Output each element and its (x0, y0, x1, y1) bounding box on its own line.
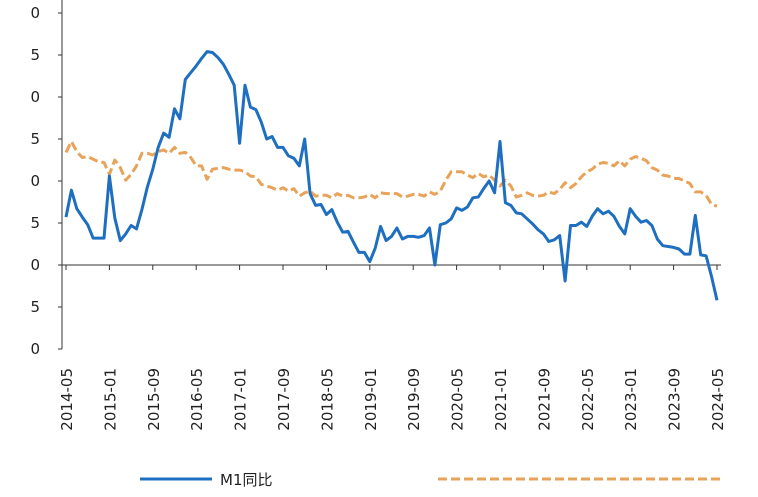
x-tick-label: 2014-05 (58, 368, 76, 431)
x-tick-label: 2019-01 (362, 368, 380, 431)
x-tick-label: 2019-09 (405, 368, 423, 431)
x-tick-label: 2024-05 (709, 368, 727, 431)
series-line (64, 140, 718, 208)
y-tick-label: -5 (25, 298, 40, 316)
legend-label: M1同比 (220, 471, 273, 489)
y-tick-label: -10 (16, 340, 41, 358)
x-tick-label: 2022-05 (579, 368, 597, 431)
x-tick-label: 2023-09 (666, 368, 684, 431)
y-tick-labels: -10 -5 0 5 10 15 20 25 30 (16, 4, 41, 358)
y-tick-label: 15 (21, 130, 40, 148)
x-tick-label: 2021-01 (492, 368, 510, 431)
y-tick-label: 0 (30, 256, 40, 274)
x-tick-label: 2015-01 (101, 368, 119, 431)
x-tick-label: 2017-09 (275, 368, 293, 431)
x-tick-label: 2021-09 (535, 368, 553, 431)
x-tick-label: 2020-05 (449, 368, 467, 431)
x-tick-label: 2015-09 (145, 368, 163, 431)
y-tick-label: 30 (21, 4, 40, 22)
x-tick-label: 2017-01 (232, 368, 250, 431)
x-tick-label: 2016-05 (188, 368, 206, 431)
y-tick-label: 5 (30, 214, 40, 232)
y-tick-label: 25 (21, 46, 40, 64)
series-line (64, 50, 719, 301)
x-tick-label: 2018-05 (318, 368, 336, 431)
y-tick-label: 10 (21, 172, 40, 190)
y-tick-label: 20 (21, 88, 40, 106)
x-tick-label: 2023-01 (622, 368, 640, 431)
